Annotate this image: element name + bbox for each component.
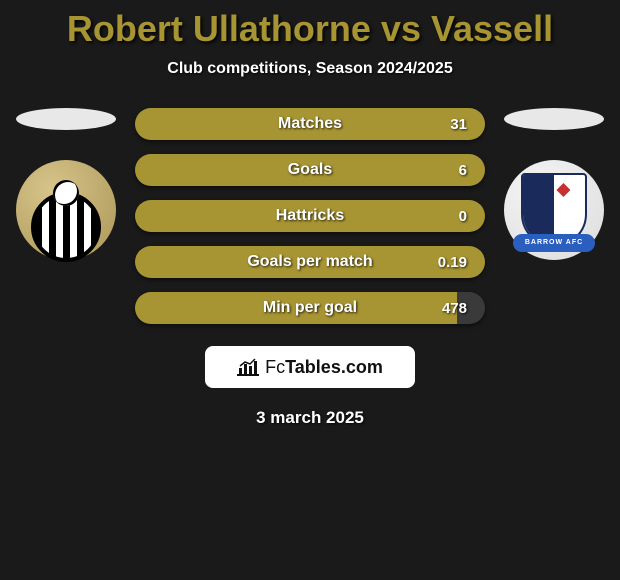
logo-suffix: Tables.com: [285, 357, 383, 377]
player-left-column: [11, 108, 121, 260]
stat-value: 0: [459, 208, 467, 225]
logo-prefix: Fc: [265, 357, 285, 377]
stat-value: 0.19: [438, 254, 467, 271]
player-right-column: BARROW AFC: [499, 108, 609, 260]
stat-value: 6: [459, 162, 467, 179]
subtitle: Club competitions, Season 2024/2025: [0, 60, 620, 78]
team-badge-right: BARROW AFC: [504, 160, 604, 260]
stat-label: Matches: [278, 115, 342, 133]
stat-label: Goals per match: [247, 253, 372, 271]
fctables-logo: FcTables.com: [205, 346, 415, 388]
stat-label: Hattricks: [276, 207, 344, 225]
stat-value: 478: [442, 300, 467, 317]
infographic-date: 3 march 2025: [0, 408, 620, 428]
stat-bar: Hattricks 0: [135, 200, 485, 232]
logo-text: FcTables.com: [265, 357, 383, 378]
stat-value: 31: [450, 116, 467, 133]
stat-label: Goals: [288, 161, 332, 179]
page-title: Robert Ullathorne vs Vassell: [0, 8, 620, 50]
player-right-label: [504, 108, 604, 130]
stat-bar: Min per goal 478: [135, 292, 485, 324]
stat-label: Min per goal: [263, 299, 357, 317]
player-left-label: [16, 108, 116, 130]
comparison-main: Matches 31 Goals 6 Hattricks 0 Goals per match…: [0, 108, 620, 324]
stat-bar: Goals per match 0.19: [135, 246, 485, 278]
stat-bars: Matches 31 Goals 6 Hattricks 0 Goals per match…: [135, 108, 485, 324]
badge-right-banner: BARROW AFC: [513, 234, 595, 252]
stat-bar: Goals 6: [135, 154, 485, 186]
stat-bar: Matches 31: [135, 108, 485, 140]
chart-icon: [237, 358, 259, 376]
team-badge-left: [16, 160, 116, 260]
